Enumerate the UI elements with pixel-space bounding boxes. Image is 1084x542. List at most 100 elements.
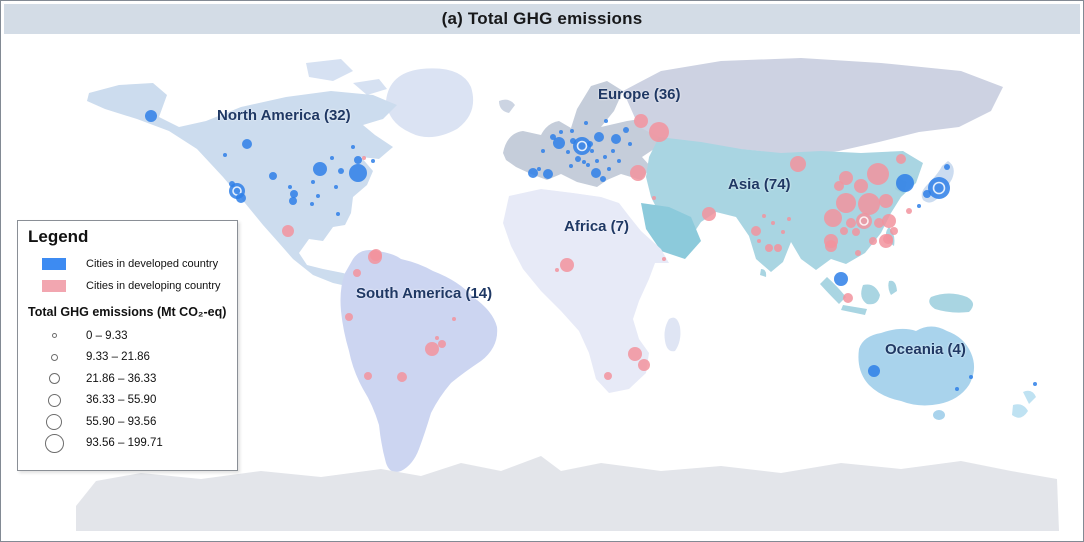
city-bubble: [649, 122, 669, 142]
city-bubble: [313, 162, 327, 176]
city-bubble: [702, 207, 716, 221]
region-label-south-america: South America (14): [356, 285, 493, 302]
size-class-circle: [46, 413, 62, 430]
landmass-new-zealand-south: [1012, 404, 1028, 418]
city-bubble: [223, 153, 227, 157]
city-bubble-ring: [576, 140, 588, 152]
landmass-borneo: [861, 284, 880, 305]
city-bubble: [528, 168, 538, 178]
city-bubble: [771, 221, 775, 225]
city-bubble: [603, 155, 607, 159]
city-bubble: [928, 177, 950, 199]
size-class-circle: [51, 333, 57, 339]
city-bubble: [290, 190, 298, 198]
size-class-label: 55.90 – 93.56: [86, 415, 157, 428]
city-bubble: [351, 145, 355, 149]
legend-size-circle-cell: [34, 433, 74, 453]
city-bubble: [289, 197, 297, 205]
legend-size-row: 55.90 – 93.56: [28, 411, 229, 433]
city-bubble: [781, 230, 785, 234]
city-bubble: [425, 342, 439, 356]
legend-swatch-developing: [42, 280, 66, 292]
city-bubble: [762, 214, 766, 218]
city-bubble: [1033, 382, 1037, 386]
city-bubble: [854, 179, 868, 193]
landmass-java: [841, 305, 867, 315]
legend-category-row: Cities in developing country: [28, 275, 229, 297]
legend-size-circle-cell: [34, 393, 74, 407]
city-bubble: [874, 218, 884, 228]
city-bubble: [269, 172, 277, 180]
region-label-europe: Europe (36): [598, 86, 681, 103]
city-bubble: [856, 213, 872, 229]
legend-size-title: Total GHG emissions (Mt CO₂-eq): [28, 305, 227, 319]
landmass-iceland: [499, 99, 515, 113]
city-bubble: [438, 340, 446, 348]
city-bubble: [839, 171, 853, 185]
size-class-label: 0 – 9.33: [86, 329, 128, 342]
landmass-south-america: [340, 250, 498, 472]
region-label-oceania: Oceania (4): [885, 341, 966, 358]
landmass-europe: [503, 81, 663, 187]
legend-size-circle-cell: [34, 413, 74, 430]
city-bubble: [628, 347, 642, 361]
city-bubble: [242, 139, 252, 149]
legend-size-row: 36.33 – 55.90: [28, 390, 229, 412]
continent-shapes: [76, 58, 1059, 531]
legend-category-row: Cities in developed country: [28, 253, 229, 275]
city-bubble: [757, 239, 761, 243]
landmass-antarctica: [76, 456, 1059, 531]
legend-categories: Cities in developed country Cities in dev…: [28, 253, 229, 297]
city-bubble: [229, 181, 235, 187]
city-bubble: [607, 167, 611, 171]
city-bubble: [787, 217, 791, 221]
city-bubble: [774, 244, 782, 252]
city-bubble: [852, 228, 860, 236]
city-bubble: [543, 169, 553, 179]
city-bubble: [652, 196, 656, 200]
city-bubble: [868, 365, 880, 377]
city-bubble: [634, 114, 648, 128]
size-class-circle: [48, 373, 60, 385]
city-bubble: [587, 141, 593, 147]
city-bubble: [890, 227, 898, 235]
city-bubble: [559, 130, 563, 134]
city-bubble: [840, 227, 848, 235]
city-bubble: [858, 193, 880, 215]
city-bubble: [630, 165, 646, 181]
city-bubble: [354, 156, 362, 164]
region-label-africa: Africa (7): [564, 218, 630, 235]
city-bubble: [867, 163, 889, 185]
city-bubble: [334, 185, 338, 189]
city-bubble: [573, 137, 591, 155]
landmass-australia: [858, 326, 975, 406]
city-bubble: [353, 269, 361, 277]
city-bubble: [336, 212, 340, 216]
city-bubble: [349, 164, 367, 182]
city-bubble: [896, 154, 906, 164]
city-bubble: [590, 149, 594, 153]
city-bubble: [364, 372, 372, 380]
size-class-label: 36.33 – 55.90: [86, 394, 157, 407]
city-bubble: [638, 359, 650, 371]
city-bubble: [917, 204, 921, 208]
legend-size-row: 21.86 – 36.33: [28, 368, 229, 390]
legend-size-classes: 0 – 9.33 9.33 – 21.86 21.86 – 36.33 36.33 –…: [28, 325, 229, 454]
city-bubble: [879, 234, 893, 248]
size-class-circle: [47, 393, 61, 407]
city-bubbles-layer: [145, 110, 1037, 391]
city-bubble: [537, 167, 541, 171]
legend-size-row: 9.33 – 21.86: [28, 347, 229, 369]
city-bubble: [288, 185, 292, 189]
city-bubble: [628, 142, 632, 146]
landmass-asia: [646, 137, 923, 272]
city-bubble: [311, 180, 315, 184]
size-class-circle: [44, 433, 64, 453]
landmass-greenland: [386, 68, 474, 138]
legend-size-row: 0 – 9.33: [28, 325, 229, 347]
city-bubble: [368, 250, 382, 264]
city-bubble: [570, 129, 574, 133]
city-bubble: [594, 132, 604, 142]
